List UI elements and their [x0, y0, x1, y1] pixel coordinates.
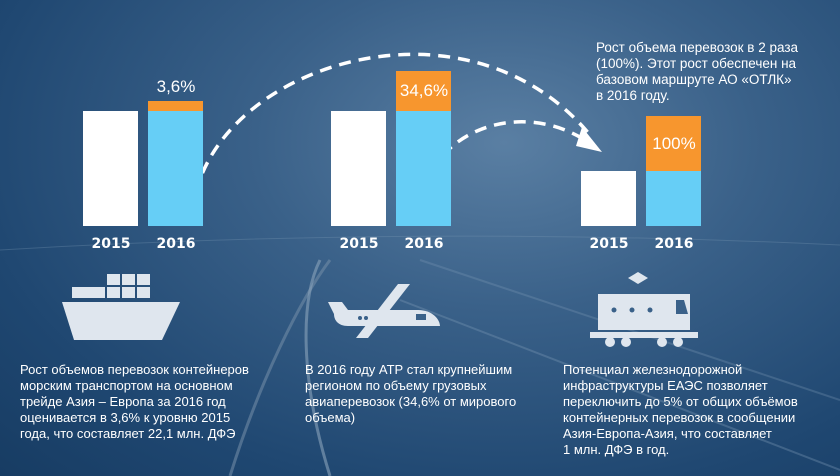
- caption-air: В 2016 году АТР стал крупнейшим регионом…: [305, 362, 517, 425]
- airplane-icon: [328, 284, 440, 338]
- chart-1-tick-2015: 2015: [91, 236, 131, 252]
- chart-2-data-label: 34,6%: [399, 81, 449, 101]
- chart-3-bar-2016: [646, 171, 701, 226]
- chart-2-tick-2016: 2016: [404, 236, 444, 252]
- chart-1-data-label: 3,6%: [156, 77, 196, 96]
- chart-1-growth-segment: [148, 101, 203, 111]
- chart-3-tick-2015: 2015: [589, 236, 629, 252]
- chart-2-tick-2015: 2015: [339, 236, 379, 252]
- chart-3-bar-2015: [581, 171, 636, 226]
- chart-2-bar-2016: [396, 111, 451, 226]
- chart-2-growth-segment: [396, 71, 451, 111]
- chart-1-tick-2016: 2016: [156, 236, 196, 252]
- chart-3-growth-segment: [646, 116, 701, 171]
- chart-2-bar-2015: [331, 111, 386, 226]
- arrowhead-icon: [576, 127, 602, 152]
- chart-3-data-label: 100%: [652, 133, 696, 153]
- caption-sea: Рост объемов перевозок контейнеров морск…: [20, 362, 249, 441]
- top-note: Рост объема перевозок в 2 раза (100%). Э…: [596, 40, 799, 103]
- chart-3-tick-2016: 2016: [654, 236, 694, 252]
- dashed-arrow-1: [194, 52, 592, 193]
- caption-rail: Потенциал железнодорожной инфраструктуры…: [563, 362, 798, 457]
- chart-1-bar-2016: [148, 111, 203, 226]
- chart-1-bar-2015: [83, 111, 138, 226]
- train-icon: [590, 272, 698, 347]
- ship-icon: [62, 274, 180, 340]
